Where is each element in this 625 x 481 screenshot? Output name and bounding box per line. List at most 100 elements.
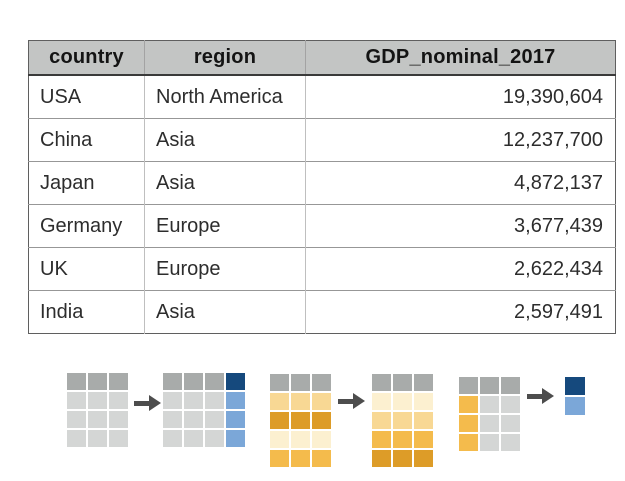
grid-cell-cell-gray [109,411,128,428]
arrow-head [542,388,554,404]
column-header-region: region [144,40,306,76]
grid-cell-cell-gray [109,392,128,409]
table-cell: Japan [28,161,145,205]
grid-cell-orange-dark [291,412,310,429]
grid-source-table [67,373,128,447]
grid-cell-orange-light [393,412,412,429]
grid-cell-cell-gray [67,411,86,428]
arrow-right-icon [338,393,365,409]
grid-cell-orange-light [372,412,391,429]
grid-cell-header-gray [291,374,310,391]
grid-cell-cell-gray [480,396,499,413]
grid-cell-orange-lightest [414,393,433,410]
grid-cell-orange-medium [393,431,412,448]
grid-cell-orange-medium [414,431,433,448]
grid-cell-orange-medium [459,434,478,451]
grid-cell-orange-dark [393,450,412,467]
grid-cell-header-gray [205,373,224,390]
table-cell: Asia [144,118,306,162]
table-row: Germany Europe 3,677,439 [28,204,616,248]
grid-cell-cell-gray [67,430,86,447]
grid-cell-cell-gray [184,430,203,447]
arrow-right-icon [134,395,161,411]
grid-cell-orange-medium [291,450,310,467]
table-cell: China [28,118,145,162]
table-header: country region GDP_nominal_2017 [28,40,616,76]
grid-cell-light-blue [226,430,245,447]
grid-cell-navy-blue [565,377,585,395]
table-cell: Europe [144,204,306,248]
grid-cell-light-blue [226,392,245,409]
grid-cell-light-blue [226,411,245,428]
grid-cell-navy-blue [226,373,245,390]
grid-cell-cell-gray [501,415,520,432]
grid-cell-header-gray [480,377,499,394]
grid-cell-cell-gray [480,434,499,451]
grid-cell-orange-medium [459,415,478,432]
table-cell: 3,677,439 [305,204,616,248]
table-cell: 12,237,700 [305,118,616,162]
table-cell: 2,622,434 [305,247,616,291]
grid-added-column [163,373,245,447]
gdp-table: country region GDP_nominal_2017 USA North A… [28,40,616,334]
grid-cell-header-gray [501,377,520,394]
grid-cell-orange-medium [372,431,391,448]
grid-cell-orange-light [291,393,310,410]
grid-cell-cell-gray [109,430,128,447]
grid-cell-cell-gray [184,411,203,428]
grid-cell-cell-gray [205,411,224,428]
table-cell: Europe [144,247,306,291]
grid-unsorted-rows [270,374,331,467]
table-cell: India [28,290,145,334]
grid-cell-cell-gray [67,392,86,409]
grid-cell-header-gray [67,373,86,390]
grid-cell-orange-medium [459,396,478,413]
table-body: USA North America 19,390,604 China Asia 12,23… [28,74,616,334]
grid-cell-orange-dark [414,450,433,467]
table-cell: 4,872,137 [305,161,616,205]
column-header-country: country [28,40,145,76]
column-header-gdp_nominal_2017: GDP_nominal_2017 [305,40,616,76]
table-cell: Germany [28,204,145,248]
grid-cell-header-gray [270,374,289,391]
table-row: India Asia 2,597,491 [28,290,616,334]
table-header-row: country region GDP_nominal_2017 [28,40,616,76]
grid-cell-header-gray [163,373,182,390]
grid-cell-cell-gray [205,392,224,409]
grid-cell-orange-medium [312,450,331,467]
grid-sorted-rows [372,374,433,467]
grid-cell-cell-gray [501,396,520,413]
table-cell: Asia [144,290,306,334]
grid-cell-orange-dark [372,450,391,467]
grid-cell-orange-lightest [372,393,391,410]
table-cell: UK [28,247,145,291]
table-row: USA North America 19,390,604 [28,74,616,119]
grid-cell-cell-gray [88,430,107,447]
grid-cell-orange-lightest [270,431,289,448]
grid-cell-orange-lightest [312,431,331,448]
grid-cell-header-gray [312,374,331,391]
table-cell: USA [28,74,145,119]
arrow-right-icon [527,388,554,404]
table-row: China Asia 12,237,700 [28,118,616,162]
grid-cell-cell-gray [205,430,224,447]
table-cell: 2,597,491 [305,290,616,334]
grid-cell-orange-dark [270,412,289,429]
arrow-head [353,393,365,409]
arrow-shaft [527,394,544,399]
grid-cell-cell-gray [163,392,182,409]
grid-selected-column [459,377,520,451]
grid-cell-header-gray [109,373,128,390]
grid-cell-cell-gray [88,392,107,409]
grid-cell-light-blue [565,397,585,415]
grid-cell-orange-lightest [291,431,310,448]
table-row: Japan Asia 4,872,137 [28,161,616,205]
table-cell: North America [144,74,306,119]
grid-cell-header-gray [393,374,412,391]
grid-cell-cell-gray [163,430,182,447]
grid-aggregated-result [565,377,585,415]
arrow-head [149,395,161,411]
arrow-shaft [338,399,355,404]
grid-cell-orange-light [270,393,289,410]
